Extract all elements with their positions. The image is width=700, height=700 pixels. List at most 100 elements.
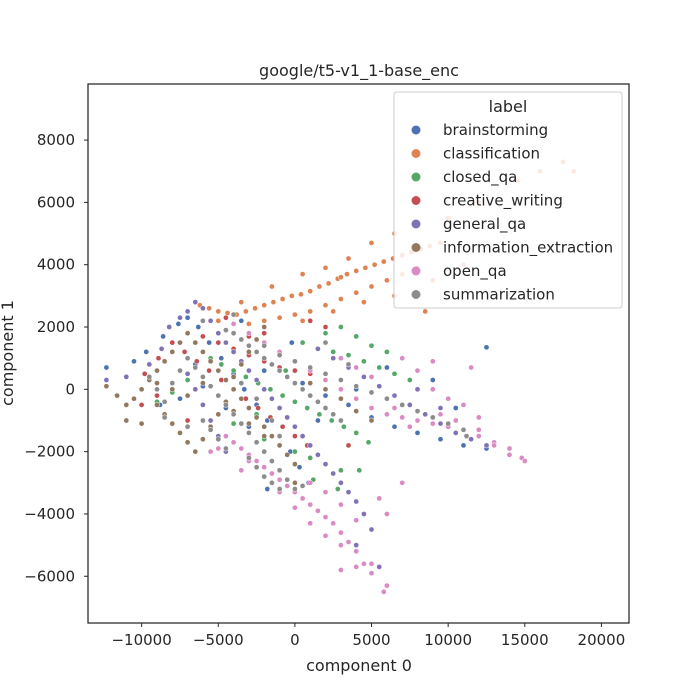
point-general_qa-39 [391,392,398,399]
point-classification-8 [270,299,277,305]
legend-marker-classification [411,149,421,158]
legend-marker-information_extraction [411,243,421,252]
x-tick-label: 15000 [501,631,549,649]
point-summarization-66 [269,417,275,424]
point-summarization-52 [414,408,421,414]
point-summarization-15 [261,448,268,455]
point-open_qa-11 [307,501,314,508]
point-information_extraction-40 [123,417,130,424]
point-classification-35 [353,289,360,296]
point-general_qa-5 [200,305,206,312]
point-general_qa-42 [437,420,444,427]
point-general_qa-43 [452,430,459,436]
point-closed_qa-31 [406,377,413,383]
legend-marker-general_qa [411,219,421,229]
point-general_qa-24 [345,489,352,495]
point-classification-53 [299,317,306,324]
point-brainstorming-37 [483,344,490,351]
point-summarization-61 [161,414,168,421]
point-summarization-56 [200,417,206,424]
legend-label-classification: classification [443,145,540,163]
point-classification-32 [307,308,314,315]
x-tick-label: 20000 [578,631,626,649]
point-summarization-22 [253,464,260,471]
point-information_extraction-38 [253,336,260,343]
point-brainstorming-7 [206,339,212,346]
point-summarization-60 [184,423,191,430]
series-summarization [146,311,470,492]
point-summarization-4 [177,367,183,374]
point-summarization-19 [292,486,298,492]
point-closed_qa-34 [353,333,360,340]
point-information_extraction-39 [261,324,268,330]
point-open_qa-23 [322,532,329,539]
point-open_qa-54 [445,395,452,402]
point-summarization-14 [253,439,260,446]
point-brainstorming-0 [103,364,110,371]
point-summarization-24 [269,479,275,486]
legend-marker-creative_writing [411,196,421,205]
point-classification-42 [322,264,329,271]
point-closed_qa-37 [184,377,191,383]
point-general_qa-34 [315,345,321,352]
point-open_qa-48 [506,445,513,452]
point-classification-55 [361,299,367,305]
point-summarization-65 [253,395,260,402]
point-brainstorming-6 [195,324,202,330]
point-open_qa-74 [353,564,360,570]
point-general_qa-46 [376,564,383,570]
point-open_qa-73 [238,467,245,474]
point-general_qa-11 [246,367,252,374]
point-open_qa-2 [238,445,245,452]
point-classification-5 [243,308,249,315]
point-classification-59 [215,317,222,324]
y-tick-label: 4000 [37,256,75,274]
legend-marker-brainstorming [411,125,421,135]
point-summarization-28 [238,336,245,343]
x-axis-label: component 0 [306,656,412,675]
point-information_extraction-51 [322,386,329,393]
point-closed_qa-9 [316,411,323,418]
point-open_qa-24 [307,520,314,527]
point-open_qa-16 [345,539,352,545]
point-summarization-16 [269,458,275,464]
legend-label-closed_qa: closed_qa [443,168,517,187]
point-summarization-13 [246,430,252,436]
point-general_qa-28 [184,370,191,377]
point-summarization-7 [200,374,206,380]
point-classification-11 [298,291,304,298]
point-open_qa-51 [506,451,513,458]
point-information_extraction-20 [261,423,268,430]
point-summarization-0 [146,374,153,380]
point-general_qa-53 [437,405,444,411]
point-closed_qa-24 [299,339,306,346]
point-open_qa-14 [330,520,337,527]
legend-label-information_extraction: information_extraction [443,239,613,258]
legend-items: brainstorming classification closed_qacrea… [411,121,613,304]
point-summarization-58 [215,436,222,443]
point-information_extraction-12 [200,349,206,355]
x-tick-label: 0 [290,631,300,649]
y-tick-label: 2000 [37,318,75,336]
point-classification-43 [345,255,352,262]
point-classification-33 [322,302,329,309]
point-information_extraction-53 [353,408,360,414]
point-closed_qa-3 [243,374,249,380]
point-open_qa-53 [429,386,436,393]
point-general_qa-19 [307,442,314,449]
point-summarization-27 [230,330,237,337]
legend-label-brainstorming: brainstorming [443,121,548,139]
point-open_qa-12 [315,507,321,514]
point-closed_qa-33 [338,324,344,330]
point-creative_writing-5 [206,367,212,374]
point-creative_writing-23 [307,317,314,324]
point-closed_qa-30 [391,370,398,377]
point-brainstorming-10 [241,386,248,393]
point-brainstorming-26 [322,392,329,399]
x-axis-ticks: −10000 −5000 0 5000 10000 15000 20000 [111,623,625,649]
point-closed_qa-8 [304,405,311,411]
legend-box [393,91,623,309]
point-general_qa-13 [261,386,268,393]
point-information_extraction-43 [169,386,176,393]
point-general_qa-0 [158,345,165,352]
